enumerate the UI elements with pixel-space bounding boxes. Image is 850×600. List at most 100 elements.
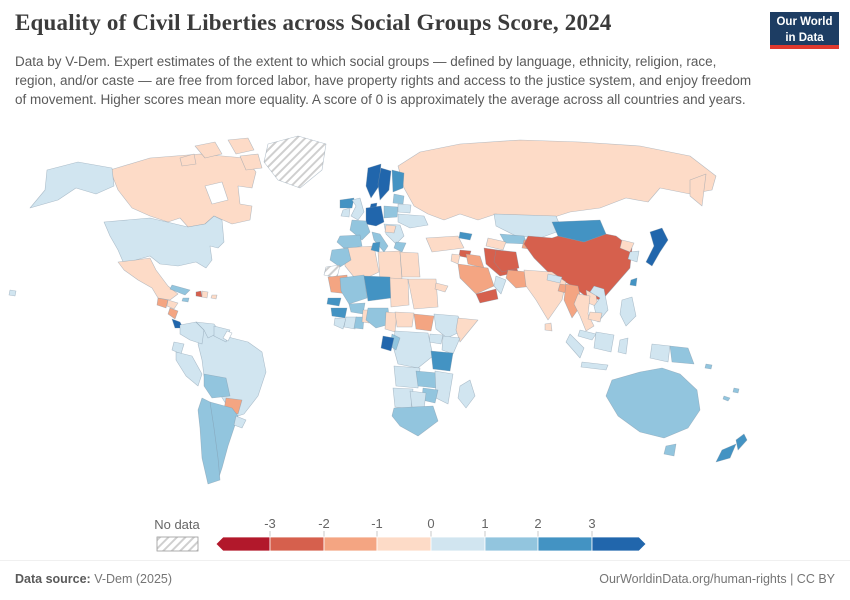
country-ukraine[interactable] (397, 213, 429, 229)
country-united-kingdom[interactable] (350, 197, 365, 221)
country-niger[interactable] (363, 275, 392, 302)
legend-segment--2to-1[interactable] (323, 536, 378, 552)
country-japan[interactable] (645, 227, 669, 267)
country-germany-central-europe[interactable] (365, 205, 385, 227)
country-papua-new-guinea[interactable] (669, 345, 695, 365)
country-australia[interactable] (605, 367, 701, 439)
country-usa[interactable] (103, 215, 225, 269)
owid-logo[interactable]: Our World in Data (770, 12, 839, 49)
country-madagascar[interactable] (457, 379, 476, 409)
legend-segment-1to2[interactable] (484, 536, 539, 552)
country-senegal[interactable] (326, 297, 342, 307)
country-chad[interactable] (389, 277, 410, 308)
country-dominican-republic[interactable] (201, 290, 209, 299)
country-hawaii[interactable] (8, 289, 17, 297)
country-chile[interactable] (197, 397, 221, 485)
country-iceland[interactable] (339, 197, 355, 209)
country-jamaica[interactable] (181, 297, 190, 303)
country-puerto-rico[interactable] (210, 294, 218, 300)
country-alaska[interactable] (29, 161, 115, 209)
country-oman[interactable] (493, 275, 507, 295)
country-turkmenistan[interactable] (485, 237, 507, 251)
legend-segment-lt-3[interactable] (215, 536, 271, 552)
country-poland[interactable] (383, 205, 399, 219)
country-indonesia-sulawesi[interactable] (617, 337, 629, 355)
country-canada-arctic-1[interactable] (194, 141, 223, 159)
country-new-zealand-south[interactable] (715, 443, 737, 463)
country-nigeria[interactable] (365, 307, 391, 329)
country-solomon-islands[interactable] (704, 363, 713, 370)
country-uruguay[interactable] (233, 415, 247, 429)
french-guiana[interactable] (222, 330, 233, 342)
country-finland[interactable] (391, 169, 405, 193)
country-yemen[interactable] (475, 288, 499, 304)
legend-segment--3to-2[interactable] (269, 536, 325, 552)
country-hungary-serbia[interactable] (384, 224, 397, 234)
country-eritrea[interactable] (434, 282, 449, 293)
country-canada-arctic-3[interactable] (239, 153, 263, 171)
country-zambia[interactable] (415, 370, 439, 389)
legend-segment--1to0[interactable] (376, 536, 432, 552)
legend-no-data-swatch[interactable] (156, 536, 199, 552)
country-indonesia-papua[interactable] (649, 343, 671, 363)
country-tunisia[interactable] (370, 241, 381, 253)
country-sri-lanka[interactable] (544, 322, 553, 332)
country-cuba[interactable] (169, 284, 191, 296)
country-canada-arctic-2[interactable] (227, 137, 255, 155)
country-kenya[interactable] (441, 335, 461, 355)
country-sudan[interactable] (407, 278, 439, 310)
country-mongolia[interactable] (551, 219, 607, 243)
country-indonesia-sumatra[interactable] (565, 333, 585, 359)
country-libya[interactable] (377, 250, 403, 280)
country-gabon[interactable] (380, 335, 395, 352)
owid-link-and-license[interactable]: OurWorldinData.org/human-rights | CC BY (599, 572, 835, 586)
country-cambodia[interactable] (587, 311, 603, 323)
country-egypt[interactable] (399, 251, 421, 278)
country-guinea[interactable] (330, 307, 348, 319)
legend-segment-2to3[interactable] (537, 536, 593, 552)
country-sweden[interactable] (377, 167, 392, 201)
country-honduras[interactable] (166, 299, 179, 310)
country-haiti[interactable] (195, 290, 203, 298)
country-philippines[interactable] (619, 296, 637, 327)
country-new-zealand-north[interactable] (735, 433, 748, 451)
country-nepal-bhutan[interactable] (546, 273, 563, 284)
country-indonesia-borneo[interactable] (593, 331, 615, 353)
country-tanzania[interactable] (430, 350, 454, 372)
country-turkey[interactable] (425, 235, 465, 253)
country-belarus[interactable] (397, 203, 412, 214)
country-fiji[interactable] (732, 387, 740, 394)
country-ivory-coast[interactable] (343, 316, 358, 330)
country-canada-arctic-4[interactable] (179, 153, 197, 167)
country-thailand[interactable] (573, 293, 595, 332)
country-uganda[interactable] (428, 333, 444, 345)
country-central-african-republic[interactable] (394, 311, 415, 328)
country-greenland[interactable] (263, 135, 327, 189)
country-india[interactable] (523, 269, 567, 321)
country-saudi-arabia[interactable] (457, 263, 495, 295)
country-peru[interactable] (175, 351, 203, 387)
country-bolivia[interactable] (203, 373, 231, 399)
country-sierra-leone-liberia[interactable] (333, 317, 347, 330)
country-indonesia-java[interactable] (580, 361, 609, 371)
country-baltics[interactable] (392, 193, 405, 205)
legend-segment-gt3[interactable] (591, 536, 647, 552)
country-drc[interactable] (392, 330, 434, 369)
country-france[interactable] (349, 219, 371, 241)
country-russia-kamchatka[interactable] (689, 173, 707, 207)
country-mexico[interactable] (117, 257, 179, 301)
country-malaysia[interactable] (577, 329, 597, 341)
country-brazil[interactable] (197, 329, 267, 419)
country-ireland[interactable] (340, 207, 351, 218)
legend-segment-0to1[interactable] (430, 536, 486, 552)
country-guatemala[interactable] (156, 297, 169, 309)
country-russia[interactable] (397, 139, 717, 221)
country-new-caledonia[interactable] (722, 395, 731, 402)
country-norway[interactable] (365, 163, 382, 199)
country-nicaragua[interactable] (167, 307, 179, 320)
country-somalia[interactable] (455, 317, 479, 343)
country-south-africa[interactable] (391, 405, 439, 437)
country-mali[interactable] (339, 274, 368, 305)
country-taiwan[interactable] (629, 277, 638, 287)
country-ghana[interactable] (353, 316, 365, 330)
